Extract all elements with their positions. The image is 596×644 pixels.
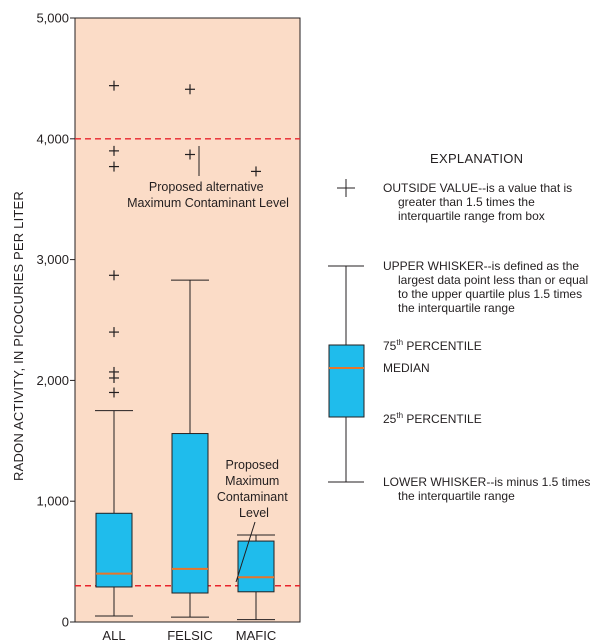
iqr-box [237,540,275,593]
outlier-point [109,270,119,281]
mcl-pointer [235,521,256,583]
legend-lower-whisker-text: LOWER WHISKER--is minus 1.5 times the in… [383,475,594,503]
legend-25th-percentile: 25th PERCENTILE [383,411,482,426]
legend-75th-percentile: 75th PERCENTILE [383,338,482,353]
outlier-point [251,166,261,177]
y-tick-label: 3,000 [36,252,69,267]
legend-median: MEDIAN [383,361,430,375]
outlier-point [109,145,119,156]
y-tick-label: 2,000 [36,373,69,388]
legend-upper-whisker-text: UPPER WHISKER--is defined as the largest… [383,259,591,315]
box-all [95,80,133,617]
y-tick-label: 0 [62,615,69,630]
outlier-point [109,161,119,172]
explanation-legend: EXPLANATION OUTSIDE VALUE--is a value th… [328,151,594,503]
alt-mcl-label: Proposed alternative Maximum Contaminant… [127,180,289,210]
box-series: ALL FELSIC MAFIC [95,80,276,643]
outlier-point [109,327,119,338]
iqr-box [95,512,133,588]
x-category-label: FELSIC [167,628,213,643]
y-tick-label: 4,000 [36,131,69,146]
outlier-point [185,149,195,160]
x-category-label: ALL [102,628,125,643]
mcl-label: Proposed Maximum Contaminant Level [217,458,291,520]
outlier-point [109,366,119,377]
y-tick-label: 1,000 [36,494,69,509]
y-tick-label: 5,000 [36,11,69,26]
outlier-point [109,387,119,398]
y-axis: 0 1,000 2,000 3,000 4,000 5,000 [36,11,75,630]
legend-outside-value-text: OUTSIDE VALUE--is a value that is greate… [383,181,576,223]
box-mafic [237,166,275,621]
y-axis-label: RADON ACTIVITY, IN PICOCURIES PER LITER [11,191,26,481]
explanation-title: EXPLANATION [430,151,523,166]
x-category-label: MAFIC [236,628,276,643]
iqr-box [171,433,209,594]
box-felsic [171,84,209,618]
outlier-point [109,80,119,91]
legend-box [328,344,365,418]
outlier-point [185,84,195,95]
